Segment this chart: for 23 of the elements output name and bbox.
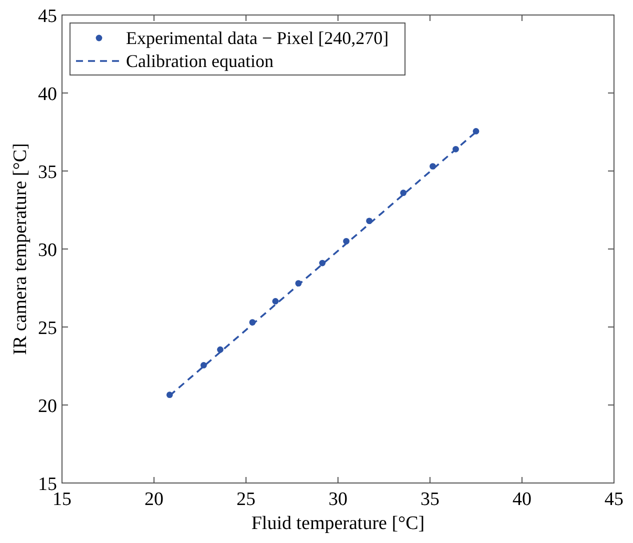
y-tick-label: 40 [38, 84, 57, 105]
x-tick-label: 30 [328, 489, 348, 510]
x-axis-title: Fluid temperature [°C] [251, 513, 425, 534]
y-tick-label: 25 [38, 318, 57, 339]
x-tick-label: 20 [144, 489, 164, 510]
x-tick-label: 15 [52, 489, 72, 510]
x-tick-label: 45 [604, 489, 624, 510]
y-axis-title: IR camera temperature [°C] [10, 143, 31, 355]
legend-label: Calibration equation [126, 51, 274, 71]
point [472, 128, 480, 134]
x-tick-label: 40 [512, 489, 532, 510]
legend-label: Experimental data − Pixel [240,270] [126, 28, 389, 48]
point [217, 346, 224, 353]
y-tick-label: 45 [38, 6, 57, 27]
x-tick-label: 35 [420, 489, 440, 510]
point [200, 362, 207, 368]
point [272, 298, 279, 304]
y-tick-label: 35 [38, 162, 57, 183]
y-tick-label: 20 [38, 396, 57, 417]
point [319, 260, 326, 266]
x-tick-label: 25 [236, 489, 256, 510]
point [400, 190, 407, 196]
y-tick-label: 30 [38, 240, 57, 261]
